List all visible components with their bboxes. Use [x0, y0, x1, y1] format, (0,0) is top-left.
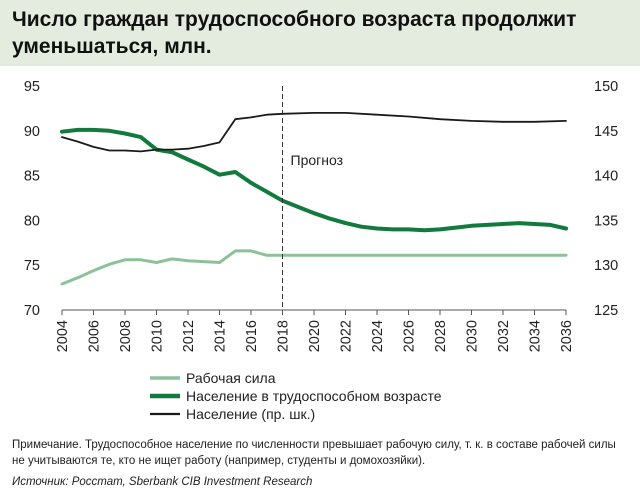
y-right-tick-label: 140	[594, 169, 618, 185]
y-left-tick-label: 80	[24, 213, 40, 229]
x-tick-label: 2016	[244, 320, 260, 352]
y-right-tick-label: 145	[594, 124, 618, 140]
x-tick-label: 2008	[118, 320, 134, 352]
legend-item-labor-force: Рабочая сила	[150, 370, 276, 386]
series-labor-force-line	[60, 249, 568, 286]
x-tick-label: 2028	[433, 320, 449, 352]
legend-label: Рабочая сила	[186, 370, 276, 386]
x-tick-label: 2012	[181, 320, 197, 352]
x-tick-label: 2022	[339, 320, 355, 352]
chart-source-text: Источник: Росстат, Sberbank CIB Investme…	[12, 476, 313, 488]
y-left-tick-label: 95	[24, 79, 40, 95]
forecast-label: Прогноз	[291, 152, 344, 168]
x-tick-label: 2020	[307, 320, 323, 352]
x-tick-label: 2010	[150, 320, 166, 352]
y-right-tick-label: 130	[594, 258, 618, 274]
x-tick-label: 2026	[402, 320, 418, 352]
title-band: Число граждан трудоспособного возраста п…	[0, 0, 640, 66]
x-tick-label: 2014	[213, 320, 229, 352]
line-chart: 2004 2006 2008 2010 2012 2014 2016 2018 2020 2022…	[24, 79, 618, 422]
y-left-tick-label: 90	[24, 124, 40, 140]
y-left-tick-label: 70	[24, 303, 40, 319]
chart-legend: Рабочая сила Население в трудоспособном в…	[150, 370, 442, 422]
chart-source: Источник: Росстат, Sberbank CIB Investme…	[12, 476, 312, 488]
chart-title: Число граждан трудоспособного возраста п…	[12, 8, 577, 58]
y-right-tick-label: 135	[594, 213, 618, 229]
y-left-tick-label: 85	[24, 169, 40, 185]
legend-item-population: Население (пр. шк.)	[150, 406, 315, 422]
chart-axes: 2004 2006 2008 2010 2012 2014 2016 2018 2020 2022…	[24, 79, 618, 352]
legend-label: Население в трудоспособном возрасте	[186, 388, 442, 404]
legend-item-working-age: Население в трудоспособном возрасте	[150, 388, 442, 404]
chart-annotations: Прогноз	[282, 86, 344, 310]
y-right-tick-label: 125	[594, 303, 618, 319]
x-tick-label: 2018	[276, 320, 292, 352]
x-tick-label: 2030	[465, 320, 481, 352]
series-working-age-line	[60, 127, 568, 233]
x-tick-label: 2024	[370, 320, 386, 352]
x-tick-label: 2032	[496, 320, 512, 352]
y-right-tick-label: 150	[594, 79, 618, 95]
chart-lines	[60, 112, 568, 286]
legend-label: Население (пр. шк.)	[186, 406, 315, 422]
series-population-line	[61, 112, 567, 153]
x-tick-label: 2034	[528, 320, 544, 352]
x-tick-label: 2004	[55, 320, 71, 352]
x-tick-label: 2036	[559, 320, 575, 352]
chart-note: Примечание. Трудоспособное население по …	[12, 439, 616, 467]
x-tick-label: 2006	[87, 320, 103, 352]
y-left-tick-label: 75	[24, 258, 40, 274]
